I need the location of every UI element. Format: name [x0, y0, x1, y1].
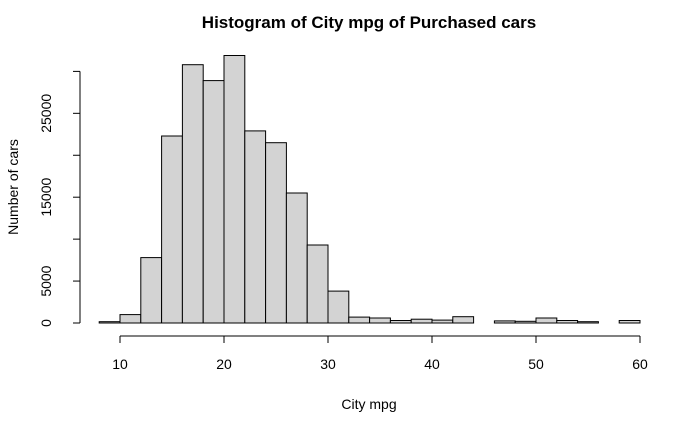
histogram-bar [140, 257, 163, 324]
histogram-bar [577, 321, 599, 324]
histogram-bar [410, 318, 433, 324]
histogram-bar [98, 321, 121, 324]
histogram-bar [452, 316, 475, 324]
y-tick-label: 5000 [38, 265, 54, 296]
bars-group [98, 55, 641, 324]
histogram-bar [493, 320, 516, 324]
histogram-bar [223, 55, 246, 324]
histogram-bar [161, 135, 183, 324]
x-axis: 10 20 30 40 50 60 [112, 335, 648, 372]
histogram-bar [119, 314, 142, 324]
histogram-bar [327, 290, 350, 324]
x-tick-label: 50 [528, 356, 544, 372]
histogram-bar [535, 317, 558, 324]
histogram-bar [514, 320, 537, 324]
histogram-bar [348, 316, 371, 324]
histogram-bar [285, 192, 308, 324]
x-tick-label: 40 [424, 356, 440, 372]
x-tick-label: 60 [632, 356, 648, 372]
histogram-bar [202, 80, 225, 324]
histogram-bar [181, 64, 204, 324]
y-tick-label: 25000 [38, 94, 54, 133]
y-axis: 0 5000 15000 25000 [38, 70, 81, 327]
x-axis-label: City mpg [341, 396, 396, 412]
x-tick-label: 30 [320, 356, 336, 372]
y-tick-label: 0 [38, 319, 54, 327]
x-tick-label: 10 [112, 356, 128, 372]
histogram-bar [389, 320, 412, 324]
histogram-bar [369, 317, 391, 324]
histogram-bar [618, 320, 641, 324]
chart-title: Histogram of City mpg of Purchased cars [202, 13, 536, 32]
histogram-bar [431, 319, 454, 324]
histogram-bar [265, 142, 287, 324]
histogram-bar [244, 130, 267, 324]
histogram-bar [306, 244, 329, 324]
x-tick-label: 20 [216, 356, 232, 372]
histogram-bar [556, 320, 579, 324]
y-tick-label: 15000 [38, 178, 54, 217]
y-axis-label: Number of cars [5, 139, 21, 235]
